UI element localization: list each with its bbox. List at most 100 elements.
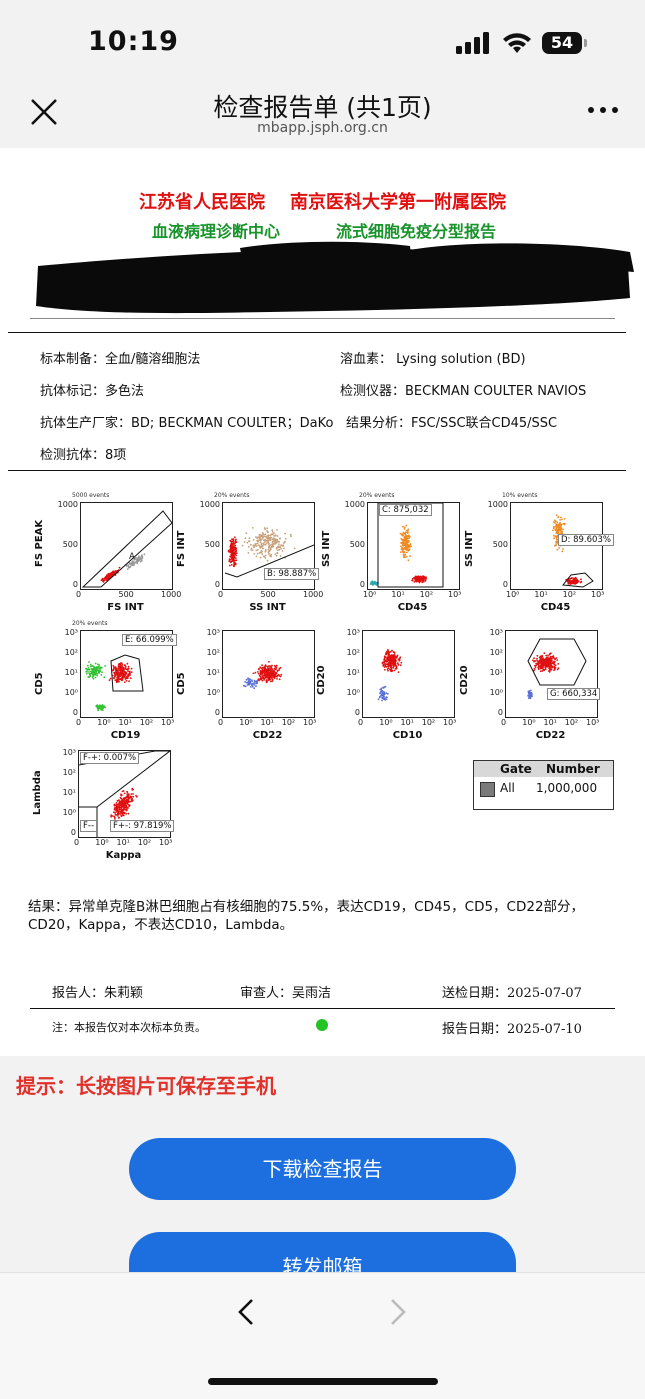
hospital-name: 江苏省人民医院 南京医科大学第一附属医院	[138, 192, 507, 213]
info-manufacturer: 抗体生产厂家：BD; BECKMAN COULTER；DaKo	[40, 416, 334, 431]
plot-xlabel: CD22	[535, 730, 566, 741]
download-report-button[interactable]: 下载检查报告	[129, 1138, 516, 1200]
plot-xtick: 10⁰	[97, 718, 111, 727]
plot-ytick: 0	[70, 828, 76, 837]
flow-cytometry-plots: 5000 events FS PEAK FS INT 1000 500 0 0 500 1000…	[0, 148, 645, 1056]
plot-ytick: 0	[72, 708, 78, 717]
wifi-icon	[503, 33, 531, 53]
plot-ytick: 10⁰	[489, 688, 503, 697]
plot-xtick: 1000	[303, 590, 324, 599]
plot-area	[362, 630, 455, 718]
plot-xlabel: CD19	[110, 730, 141, 741]
info-antibody-label: 抗体标记：多色法	[40, 384, 145, 399]
plot-ylabel: SS INT	[321, 530, 332, 567]
plot-ytick: 10³	[206, 628, 220, 637]
plot-xtick: 0	[74, 838, 80, 847]
gate-label: E: 66.099%	[122, 634, 177, 646]
plot-ytick: 10¹	[64, 668, 78, 677]
save-tip: 提示：长按图片可保存至手机	[16, 1074, 276, 1098]
plot-ylabel: SS INT	[464, 530, 475, 567]
back-arrow-icon[interactable]	[236, 1297, 256, 1327]
status-dot	[316, 1019, 328, 1031]
status-time: 10:19	[88, 26, 179, 57]
forward-arrow-icon[interactable]	[388, 1297, 408, 1327]
plot-xtick: 10³	[448, 590, 462, 599]
plot-dots	[527, 638, 587, 700]
plot-xlabel: SS INT	[249, 602, 286, 613]
plot-xtick: 10²	[419, 590, 434, 599]
plot-ytick: 0	[497, 708, 503, 717]
plot-xtick: 10²	[139, 718, 154, 727]
forward-email-button[interactable]: 转发邮箱	[129, 1232, 516, 1272]
plot-ytick: 0	[354, 708, 360, 717]
flow-plot-6: CD5 CD22 10³ 10² 10¹ 10⁰ 0 0 10⁰ 10¹ 10² 10³	[174, 620, 325, 746]
gate-label: G: 660,334	[547, 688, 601, 700]
plot-xtick: 0	[218, 718, 224, 727]
plot-xtick: 10³	[161, 718, 175, 727]
plot-ylabel: FS INT	[176, 530, 187, 567]
plot-events: 20% events	[359, 492, 395, 499]
plot-xlabel: CD45	[540, 602, 571, 613]
plot-xtick: 0	[76, 718, 82, 727]
plot-ytick: 500	[349, 540, 365, 549]
gate-label: F--	[80, 820, 98, 832]
plot-ylabel: CD20	[459, 665, 470, 695]
plot-ylabel: FS PEAK	[34, 519, 45, 567]
plot-xtick: 0	[218, 590, 224, 599]
flow-plot-8: CD20 CD22 10³ 10² 10¹ 10⁰ 0 0 10⁰ 10¹ 10² 10³ G: 660…	[457, 620, 608, 746]
plot-xtick: 10²	[421, 718, 436, 727]
plot-ytick: 0	[214, 580, 220, 589]
plot-events: 20% events	[72, 620, 108, 627]
plot-xtick: 10³	[159, 838, 173, 847]
plot-xtick: 10⁰	[522, 718, 536, 727]
plot-ytick: 0	[214, 708, 220, 717]
plot-xtick: 0	[358, 718, 364, 727]
gate-all-number: 1,000,000	[536, 781, 598, 795]
plot-ylabel: CD5	[34, 672, 45, 695]
plot-ytick: 10²	[64, 648, 78, 657]
plot-ytick: 10³	[489, 628, 503, 637]
dept-name: 血液病理诊断中心	[152, 222, 281, 241]
plot-ytick: 500	[204, 540, 220, 549]
plot-ytick: 10³	[346, 628, 360, 637]
plot-xlabel: CD10	[392, 730, 423, 741]
redaction-mark	[36, 241, 634, 314]
gate-label: A	[129, 552, 135, 562]
plot-ytick: 10³	[62, 748, 76, 757]
plot-dots	[224, 527, 314, 578]
plot-ytick: 10⁰	[64, 688, 78, 697]
plot-xtick: 10²	[562, 590, 577, 599]
plot-xlabel: CD22	[252, 730, 283, 741]
close-icon[interactable]	[28, 96, 60, 128]
plot-xtick: 10¹	[400, 718, 414, 727]
flow-plot-4: 10% events SS INT CD45 1000 500 0 10⁰ 10¹ 10² 10³…	[462, 492, 614, 618]
plot-area	[80, 502, 173, 590]
plot-ytick: 1000	[487, 500, 508, 509]
plot-ytick: 10⁰	[62, 808, 76, 817]
plot-ytick: 500	[62, 540, 78, 549]
plot-xtick: 0	[501, 718, 507, 727]
report-image[interactable]: 江苏省人民医院 南京医科大学第一附属医院 血液病理诊断中心 流式细胞免疫分型报告…	[0, 148, 645, 1056]
flow-plot-3: 20% events SS INT CD45 1000 500 0 10⁰ 10¹ 10² 10³…	[319, 492, 470, 618]
plot-ytick: 10²	[489, 648, 503, 657]
reviewer: 审查人：吴雨洁	[240, 986, 332, 1001]
plot-ytick: 10²	[346, 648, 360, 657]
plot-ytick: 10¹	[62, 788, 76, 797]
plot-area	[222, 630, 315, 718]
plot-xlabel: Kappa	[105, 850, 142, 861]
plot-xlabel: FS INT	[107, 602, 144, 613]
plot-ytick: 10¹	[489, 668, 503, 677]
action-area: 提示：长按图片可保存至手机 下载检查报告 转发邮箱	[0, 1056, 645, 1272]
plot-xtick: 0	[76, 590, 82, 599]
more-icon[interactable]	[586, 104, 620, 116]
battery-icon: 54	[542, 32, 582, 54]
conclusion-text: 结果：异常单克隆B淋巴细胞占有核细胞的75.5%，表达CD19，CD45，CD5…	[28, 899, 585, 933]
plot-xtick: 10¹	[391, 590, 405, 599]
plot-ylabel: Lambda	[32, 770, 43, 815]
status-bar: 10:19 54	[0, 0, 645, 84]
plot-xtick: 10⁰	[506, 590, 520, 599]
gate-swatch	[480, 782, 495, 797]
plot-events: 5000 events	[72, 492, 110, 499]
plot-xtick: 10⁰	[239, 718, 253, 727]
flow-plot-2: 20% events FS INT SS INT 1000 500 0 0 500 1000 B:…	[174, 492, 325, 618]
